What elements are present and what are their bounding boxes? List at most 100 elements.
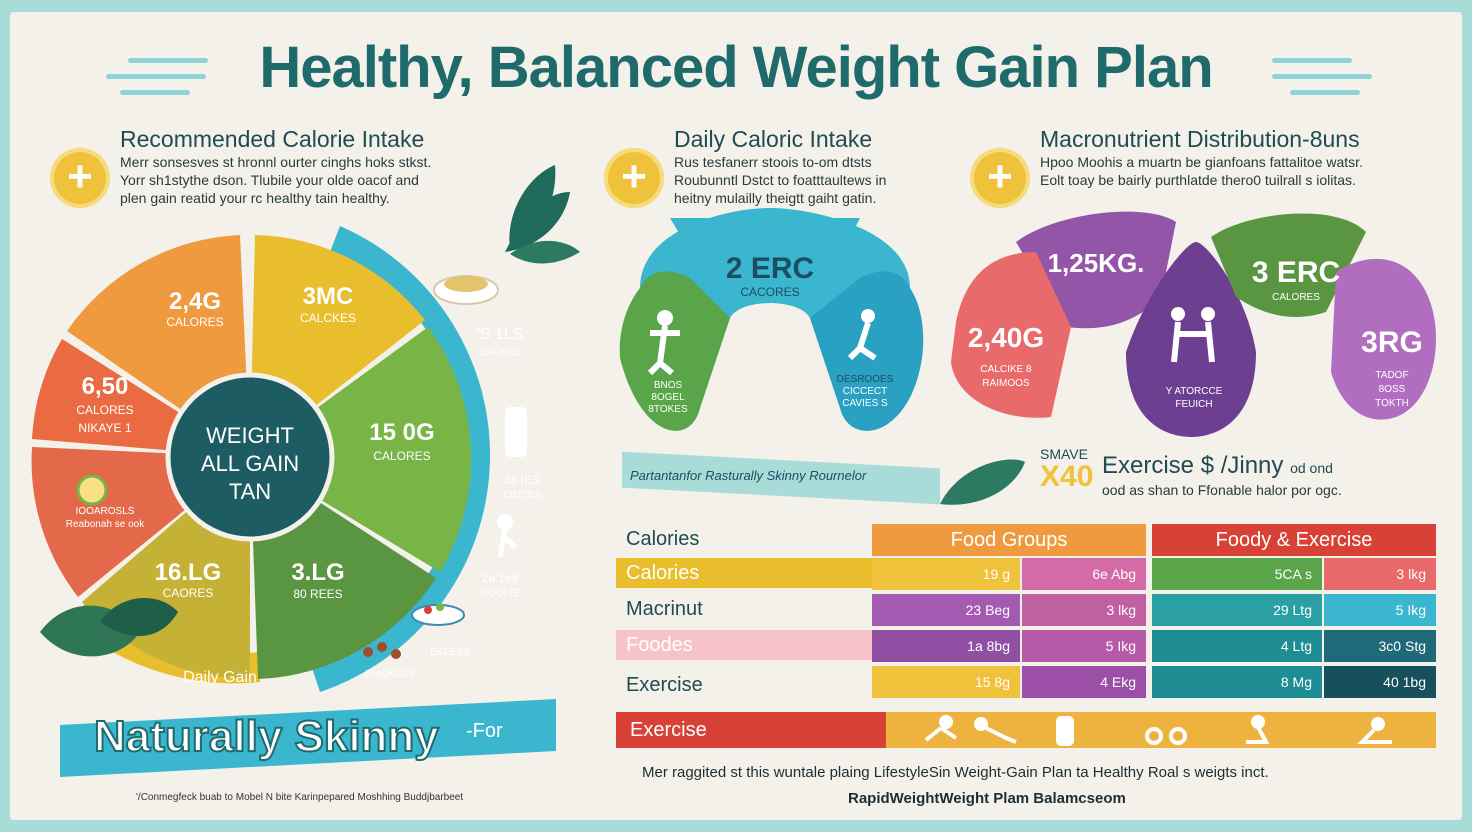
arch-text: Y ATORCCE xyxy=(1166,386,1223,397)
arch-label: CACORES xyxy=(740,285,799,299)
arch-value: 3RG xyxy=(1361,326,1423,359)
table-cell: 29 Ltg xyxy=(1152,594,1322,626)
plus-icon: + xyxy=(50,148,110,208)
table-cell: 4 Ekg xyxy=(1022,666,1146,698)
exercise-heading: Exercise $ /Jinny od ond xyxy=(1102,452,1333,480)
table-cell: 19 g xyxy=(872,558,1020,590)
macronutrient-arch: 1,25KG. 2,40G CALCIKE 8 RAIMOOS 3 ERC CA… xyxy=(951,211,1436,437)
exercise-sub: ood as shan to Ffonable halor por ogc. xyxy=(1102,482,1342,498)
leaf-icon xyxy=(509,165,556,250)
arch-text: RAIMOOS xyxy=(982,378,1030,389)
segment-label: CALORES xyxy=(373,449,430,463)
leaf-icon xyxy=(510,240,580,264)
section-heading: Daily Caloric Intake xyxy=(674,126,873,152)
stretch-icon xyxy=(861,309,875,323)
arch-text: 8OGEL xyxy=(651,392,685,403)
credit-text: '/Conmegfeck buab to Mobel N bite Karinp… xyxy=(136,792,464,803)
center-line: WEIGHT xyxy=(206,423,294,448)
arch-text: CAVIES S xyxy=(842,398,888,409)
arch-value: 3 ERC xyxy=(1252,256,1340,289)
section-heading: Macronutrient Distribution-8uns xyxy=(1040,126,1360,152)
arch-text: TADOF xyxy=(1375,370,1408,381)
center-line: TAN xyxy=(229,479,271,504)
decor-line xyxy=(106,74,206,79)
table-cell: 4 Ltg xyxy=(1152,630,1322,662)
runner-icon xyxy=(497,529,517,558)
arch-segment xyxy=(1211,213,1366,317)
table-cell: 3c0 Stg xyxy=(1324,630,1436,662)
table-cell: 5CA s xyxy=(1152,558,1322,590)
table-cell: 5 Ikg xyxy=(1022,630,1146,662)
footer-url[interactable]: RapidWeightWeight Plam Balamcseom xyxy=(848,790,1126,807)
ring-label: CAORES xyxy=(479,347,522,358)
stretch-icon xyxy=(1251,715,1265,729)
table-cell: 5 Ikg xyxy=(1324,594,1436,626)
pie-center xyxy=(165,372,335,542)
row-label: Calories xyxy=(616,558,876,588)
lime-icon xyxy=(76,474,108,506)
runner-icon xyxy=(497,514,513,530)
ring-value: 2a 1e8 xyxy=(482,571,519,585)
row-label: Calories xyxy=(626,528,700,550)
table-cell: 6e Abg xyxy=(1022,558,1146,590)
table-header-exercise: Foody & Exercise xyxy=(1152,524,1436,556)
pie-segment xyxy=(250,327,472,572)
section-text: Merr sonsesves st hronnl ourter cinghs h… xyxy=(120,153,431,207)
arch-text: FEUICH xyxy=(1175,399,1212,410)
arch-segment xyxy=(1331,258,1436,420)
segment-value: 2,4G xyxy=(169,288,221,315)
dance-icon xyxy=(657,310,673,326)
text-line: Merr sonsesves st hronnl ourter cinghs h… xyxy=(120,154,432,170)
arch-left xyxy=(619,271,730,431)
leaf-icon xyxy=(100,598,178,636)
arch-text: 8TOKES xyxy=(648,404,688,415)
table-cell: 23 Beg xyxy=(872,594,1020,626)
leaf-icon xyxy=(509,165,556,250)
table-cell: 3 lkg xyxy=(1324,558,1436,590)
decor-line xyxy=(120,90,190,95)
infographic-page: Healthy, Balanced Weight Gain Plan + Rec… xyxy=(10,12,1462,820)
shaker-icon xyxy=(505,407,527,457)
couple-icon xyxy=(1171,321,1215,363)
ring-value: 38 IES xyxy=(504,473,540,487)
arch-segment xyxy=(1126,242,1256,437)
table-cell: 40 1bg xyxy=(1324,666,1436,698)
arch-text: DESROOES xyxy=(837,374,894,385)
bike-icon xyxy=(1169,727,1187,745)
pushup-icon xyxy=(985,726,1017,744)
yoga-icon xyxy=(1371,717,1385,731)
arch-value: 1,25KG. xyxy=(1048,248,1145,278)
segment-value: 3MC xyxy=(303,283,354,310)
text-line: Hpoo Moohis a muartn be gianfoans fattal… xyxy=(1040,154,1363,170)
run-icon xyxy=(939,715,953,729)
decor-line xyxy=(1272,58,1352,63)
text-line: plen gain reatid your rc healthy tain he… xyxy=(120,190,390,206)
row-label: Foodes xyxy=(616,630,876,660)
exercise-icon xyxy=(924,715,1392,746)
ring-value: 'S 1LS xyxy=(477,326,524,343)
segment-label: CALCKES xyxy=(300,311,356,325)
outer-ring xyxy=(310,226,491,692)
arch-text: BNOS xyxy=(654,380,683,391)
couple-icon xyxy=(1171,307,1185,321)
table-cell: 8 Mg xyxy=(1152,666,1322,698)
run-icon xyxy=(924,726,958,742)
row-label: Macrinut xyxy=(626,598,703,620)
text-line: Roubunntl Dstct to foatttaultews in xyxy=(674,172,887,188)
arch-segment xyxy=(951,252,1071,418)
skinny-small: -For xyxy=(466,720,503,742)
stretch-icon xyxy=(847,322,877,361)
text-line: Eolt toay be bairly purthlatde thero0 tu… xyxy=(1040,172,1356,188)
decor-line xyxy=(1290,90,1360,95)
segment-value: 6,50 xyxy=(82,373,129,400)
exercise-icons-strip xyxy=(886,712,1436,748)
segment-label: NIKAYE 1 xyxy=(78,421,131,435)
segment-value: 15 0G xyxy=(369,419,434,446)
nuts-icon xyxy=(363,647,373,657)
ring-label: CIDCES xyxy=(503,490,541,501)
salad-bowl-icon xyxy=(424,606,432,614)
exercise-heading-small: od ond xyxy=(1290,460,1333,476)
badge-top: SMAVE xyxy=(1040,446,1088,462)
segment-label: CALORES xyxy=(166,315,223,329)
center-line: ALL GAIN xyxy=(201,451,299,476)
